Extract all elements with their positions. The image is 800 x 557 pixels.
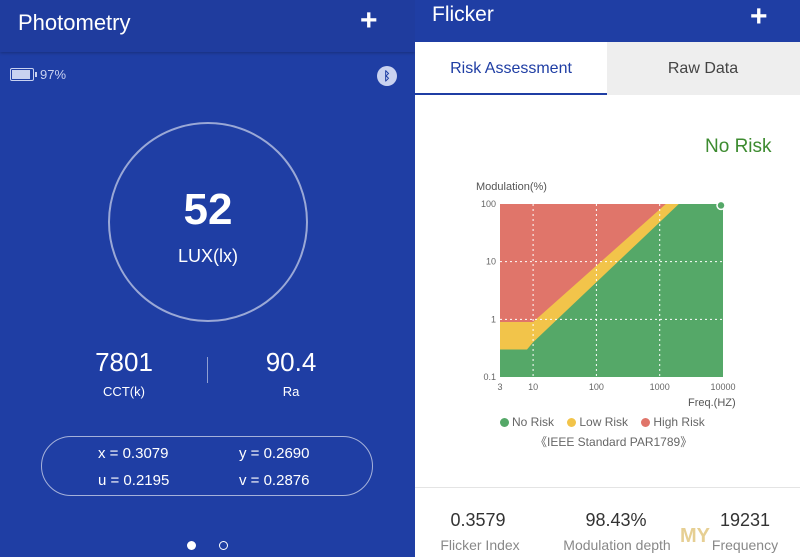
legend-label-low-risk: Low Risk (579, 415, 629, 429)
legend-label-no-risk: No Risk (512, 415, 555, 429)
y-tick-10: 10 (486, 257, 496, 267)
x-tick-10000: 10000 (710, 382, 735, 392)
flicker-index-label: Flicker Index (440, 537, 520, 553)
plot-area: 3 10 100 1000 10000 100 10 1 0.1 (481, 199, 736, 392)
legend-low-risk: Low Risk (567, 415, 628, 429)
coord-v: v = 0.2876 (239, 472, 310, 489)
coord-u: u = 0.2195 (98, 472, 170, 489)
chromaticity-box: x = 0.3079 y = 0.2690 u = 0.2195 v = 0.2… (41, 436, 373, 496)
add-icon[interactable]: + (360, 4, 378, 37)
chart-legend: No Risk Low Risk High Risk (500, 415, 715, 429)
photometry-title: Photometry (18, 10, 131, 35)
ra-label: Ra (282, 384, 300, 399)
x-tick-1000: 1000 (650, 382, 670, 392)
frequency-label: Frequency (711, 537, 779, 553)
add-icon[interactable]: + (750, 0, 768, 33)
battery-percent: 97% (40, 67, 67, 82)
battery-icon (10, 68, 37, 81)
cct-value: 7801 (95, 347, 153, 377)
lux-unit: LUX(lx) (177, 246, 238, 266)
tab-risk-assessment[interactable]: Risk Assessment (415, 42, 607, 95)
y-tick-100: 100 (481, 199, 496, 209)
photometry-appbar: Photometry + (0, 0, 415, 52)
flicker-panel: Flicker + Risk Assessment Raw Data No Ri… (415, 0, 800, 557)
stats-divider (415, 487, 800, 488)
lux-gauge (108, 122, 308, 322)
metric-divider (207, 357, 208, 383)
modulation-depth-label: Modulation depth (563, 537, 671, 553)
photometry-panel: Photometry + 97% ᛒ 52 LUX(lx) 7801 CCT(k… (0, 0, 415, 557)
legend-high-risk: High Risk (641, 415, 705, 429)
page-dot-2[interactable] (219, 541, 228, 550)
watermark: MY (680, 525, 710, 547)
standard-reference: 《IEEE Standard PAR1789》 (535, 435, 693, 449)
legend-swatch-no-risk (500, 418, 509, 427)
flicker-title: Flicker (432, 3, 494, 26)
risk-status: No Risk (705, 136, 772, 157)
measured-point (716, 200, 726, 211)
legend-swatch-low-risk (567, 418, 577, 427)
flicker-tabs: Risk Assessment Raw Data (415, 42, 800, 95)
tab-raw-data[interactable]: Raw Data (667, 60, 739, 77)
coord-y: y = 0.2690 (239, 445, 310, 462)
ra-value: 90.4 (265, 347, 317, 377)
region-no-risk (500, 204, 723, 377)
battery-fill (12, 70, 31, 79)
coord-x: x = 0.3079 (98, 445, 169, 462)
bluetooth-icon[interactable]: ᛒ (377, 66, 397, 86)
modulation-depth-value: 98.43% (585, 510, 647, 530)
x-axis-label: Freq.(HZ) (688, 397, 736, 409)
legend-swatch-high-risk (641, 418, 651, 427)
legend-label-high-risk: High Risk (653, 415, 705, 429)
frequency-value: 19231 (719, 510, 771, 530)
legend-no-risk: No Risk (500, 415, 554, 429)
y-tick-1: 1 (491, 314, 496, 324)
flicker-appbar: Flicker + (415, 0, 800, 42)
page-dot-1[interactable] (187, 541, 196, 550)
flicker-index-value: 0.3579 (450, 510, 506, 530)
y-axis-label: Modulation(%) (476, 181, 547, 193)
lux-value: 52 (183, 185, 233, 234)
risk-chart: Modulation(%) 3 10 100 1000 10000 100 10 1 0.1 F… (476, 181, 736, 409)
x-tick-3: 3 (497, 382, 502, 392)
x-tick-10: 10 (528, 382, 538, 392)
x-tick-100: 100 (589, 382, 604, 392)
y-tick-0.1: 0.1 (483, 372, 496, 382)
cct-label: CCT(k) (103, 384, 145, 399)
